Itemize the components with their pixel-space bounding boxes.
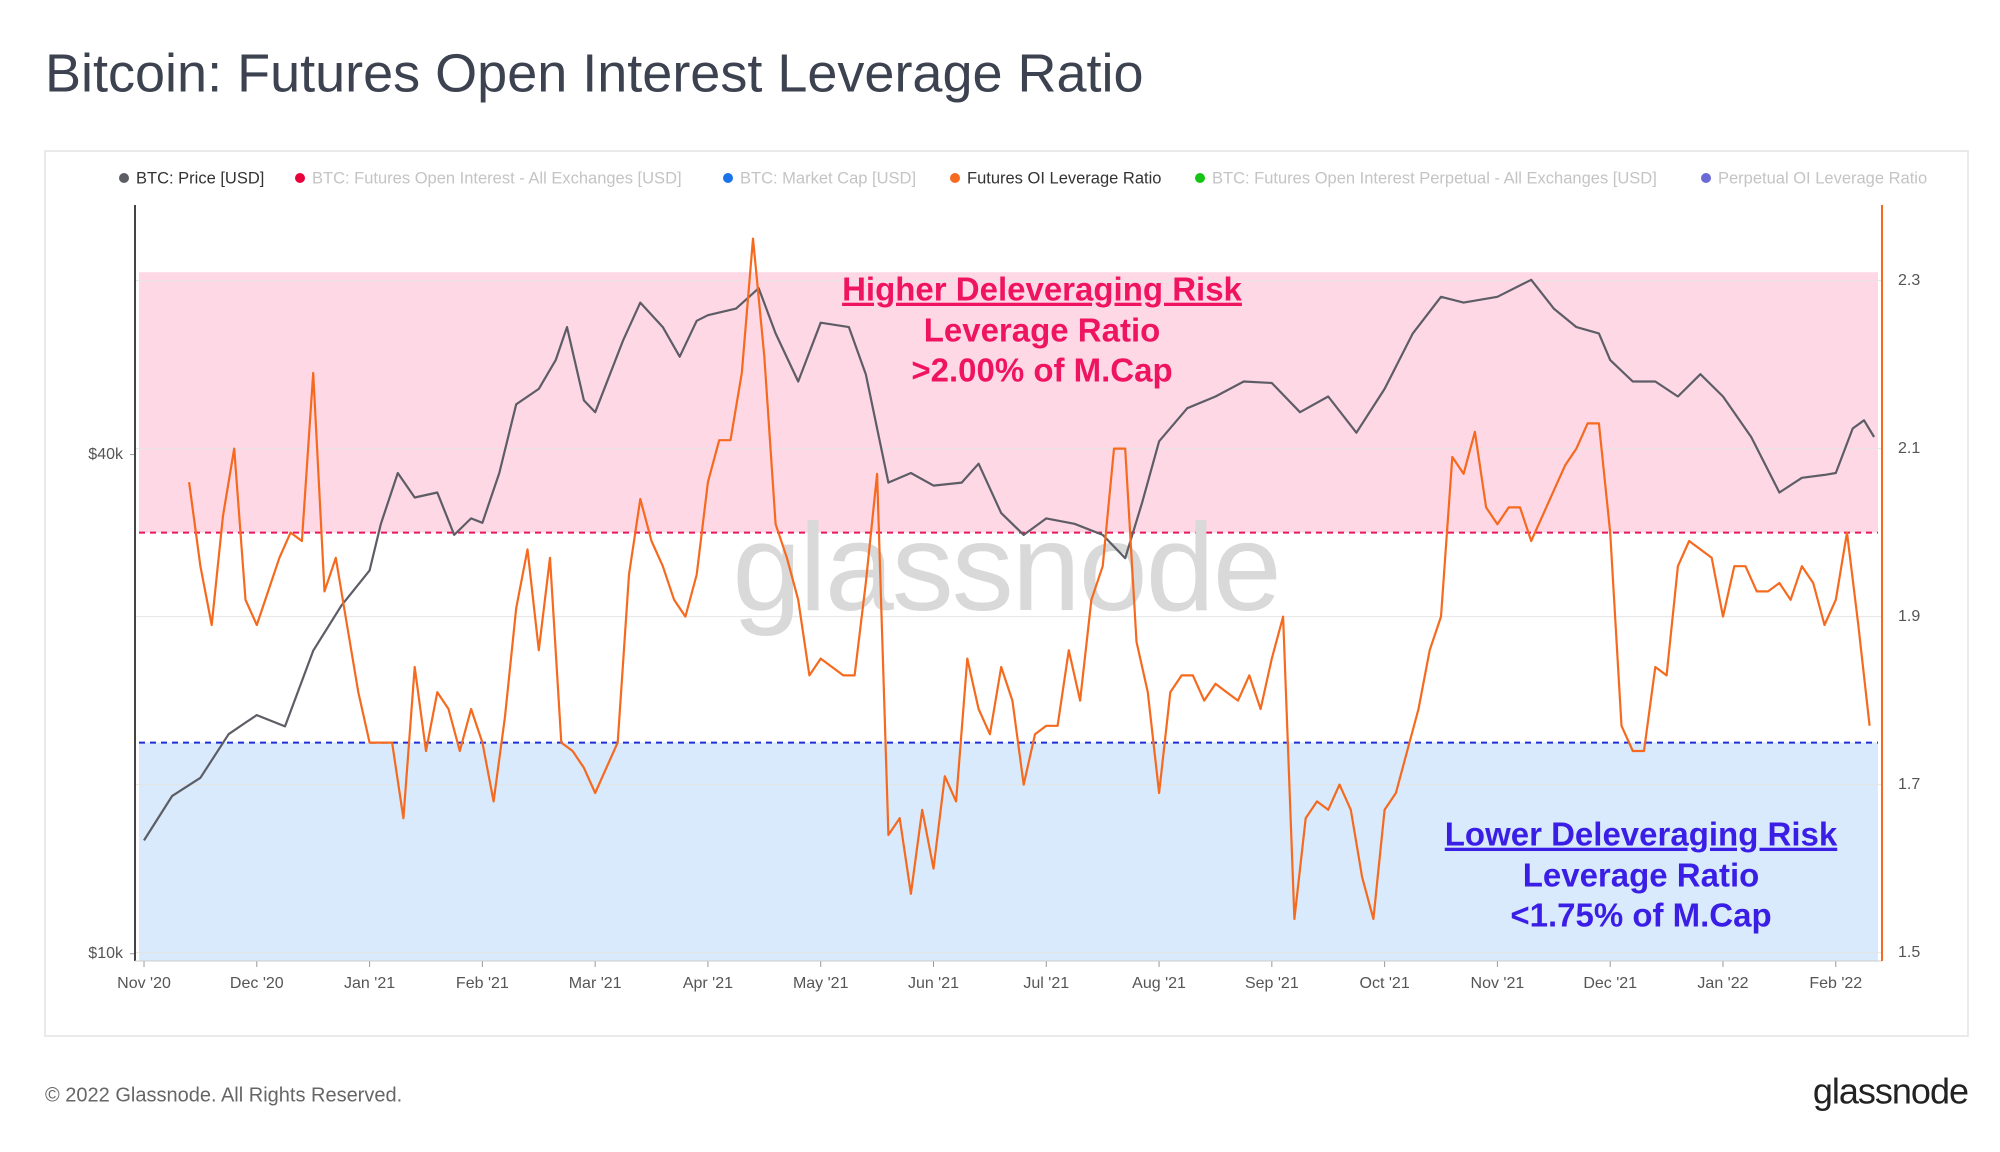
x-tick-label: Aug '21 (1132, 975, 1186, 992)
x-tick-label: Dec '20 (230, 975, 284, 992)
annotation-text: >2.00% of M.Cap (911, 352, 1172, 389)
x-tick-label: Mar '21 (569, 975, 622, 992)
risk-band (139, 272, 1878, 533)
annotation-text: Higher Deleveraging Risk (842, 271, 1242, 308)
legend-label: Futures OI Leverage Ratio (967, 169, 1161, 187)
x-tick-label: Nov '21 (1471, 975, 1525, 992)
series-line (143, 278, 1876, 841)
chart-frame (44, 150, 1969, 1037)
y2-tick-label: 1.5 (1898, 944, 1920, 961)
legend-label: BTC: Futures Open Interest Perpetual - A… (1212, 169, 1657, 187)
x-tick-label: Nov '20 (117, 975, 171, 992)
x-tick-label: Apr '21 (683, 975, 733, 992)
annotation-text: Lower Deleveraging Risk (1445, 816, 1838, 853)
legend-marker (1701, 173, 1711, 183)
annotation-text: Leverage Ratio (924, 312, 1161, 349)
y-tick-label: $10k (88, 945, 124, 962)
copyright: © 2022 Glassnode. All Rights Reserved. (45, 1084, 402, 1106)
legend-label: BTC: Price [USD] (136, 169, 264, 187)
y2-tick-label: 2.3 (1898, 272, 1920, 289)
annotation-text: Leverage Ratio (1523, 857, 1760, 894)
x-tick-label: Jun '21 (908, 975, 959, 992)
y2-tick-label: 2.1 (1898, 440, 1920, 457)
x-tick-label: Feb '21 (456, 975, 509, 992)
annotation-text: <1.75% of M.Cap (1510, 897, 1771, 934)
legend-marker (723, 173, 733, 183)
x-tick-label: Jan '22 (1697, 975, 1748, 992)
x-tick-label: Jan '21 (344, 975, 395, 992)
legend-label: BTC: Futures Open Interest - All Exchang… (312, 169, 682, 187)
x-tick-label: Jul '21 (1023, 975, 1069, 992)
x-tick-label: Dec '21 (1583, 975, 1637, 992)
y-tick-label: $40k (88, 446, 124, 463)
chart-title: Bitcoin: Futures Open Interest Leverage … (45, 43, 1144, 103)
y2-tick-label: 1.9 (1898, 608, 1920, 625)
x-tick-label: Sep '21 (1245, 975, 1299, 992)
legend-marker (119, 173, 129, 183)
y2-tick-label: 1.7 (1898, 776, 1920, 793)
x-tick-label: Feb '22 (1809, 975, 1862, 992)
legend-marker (950, 173, 960, 183)
logo: glassnode (1813, 1071, 1968, 1112)
legend-marker (1195, 173, 1205, 183)
risk-band (139, 742, 1878, 961)
series-line (188, 237, 1871, 921)
x-tick-label: Oct '21 (1360, 975, 1410, 992)
legend-marker (295, 173, 305, 183)
legend-label: Perpetual OI Leverage Ratio (1718, 169, 1927, 187)
legend-label: BTC: Market Cap [USD] (740, 169, 916, 187)
watermark: glassnode (732, 499, 1279, 637)
x-tick-label: May '21 (793, 975, 849, 992)
